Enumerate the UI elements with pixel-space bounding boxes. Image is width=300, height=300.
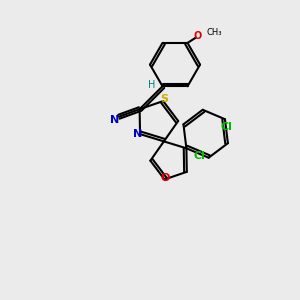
Text: Cl: Cl — [194, 151, 206, 161]
Text: Cl: Cl — [220, 122, 232, 133]
Text: O: O — [193, 31, 201, 41]
Text: H: H — [148, 80, 155, 90]
Text: N: N — [110, 115, 119, 125]
Text: CH₃: CH₃ — [206, 28, 222, 37]
Text: O: O — [160, 173, 170, 183]
Text: N: N — [133, 129, 142, 139]
Text: S: S — [160, 94, 169, 104]
